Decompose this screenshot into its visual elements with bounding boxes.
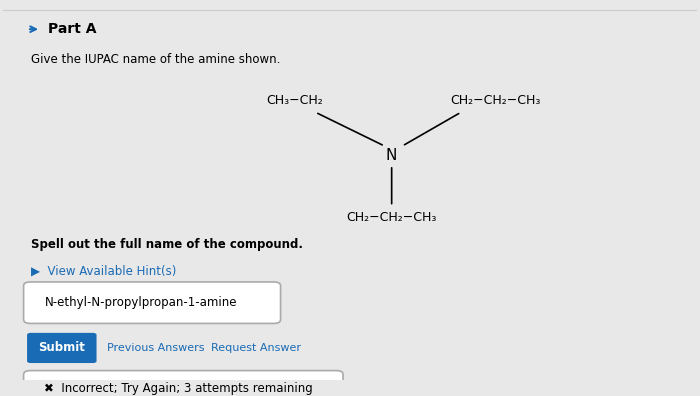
Text: Request Answer: Request Answer [211,343,301,353]
Text: CH₂−CH₂−CH₃: CH₂−CH₂−CH₃ [346,211,437,224]
Text: Previous Answers: Previous Answers [107,343,204,353]
Text: CH₃−CH₂: CH₃−CH₂ [266,94,323,107]
FancyBboxPatch shape [24,371,343,396]
Text: Give the IUPAC name of the amine shown.: Give the IUPAC name of the amine shown. [31,53,280,66]
Text: Spell out the full name of the compound.: Spell out the full name of the compound. [31,238,302,251]
Text: ✖  Incorrect; Try Again; 3 attempts remaining: ✖ Incorrect; Try Again; 3 attempts remai… [44,382,313,395]
Text: Part A: Part A [48,22,97,36]
FancyBboxPatch shape [24,282,281,324]
Text: N: N [386,148,398,163]
Text: CH₂−CH₂−CH₃: CH₂−CH₂−CH₃ [451,94,541,107]
FancyBboxPatch shape [27,333,97,363]
Text: N-ethyl-N-propylpropan-1-amine: N-ethyl-N-propylpropan-1-amine [44,296,237,309]
Text: ▶  View Available Hint(s): ▶ View Available Hint(s) [31,264,176,277]
Text: Submit: Submit [38,341,85,354]
